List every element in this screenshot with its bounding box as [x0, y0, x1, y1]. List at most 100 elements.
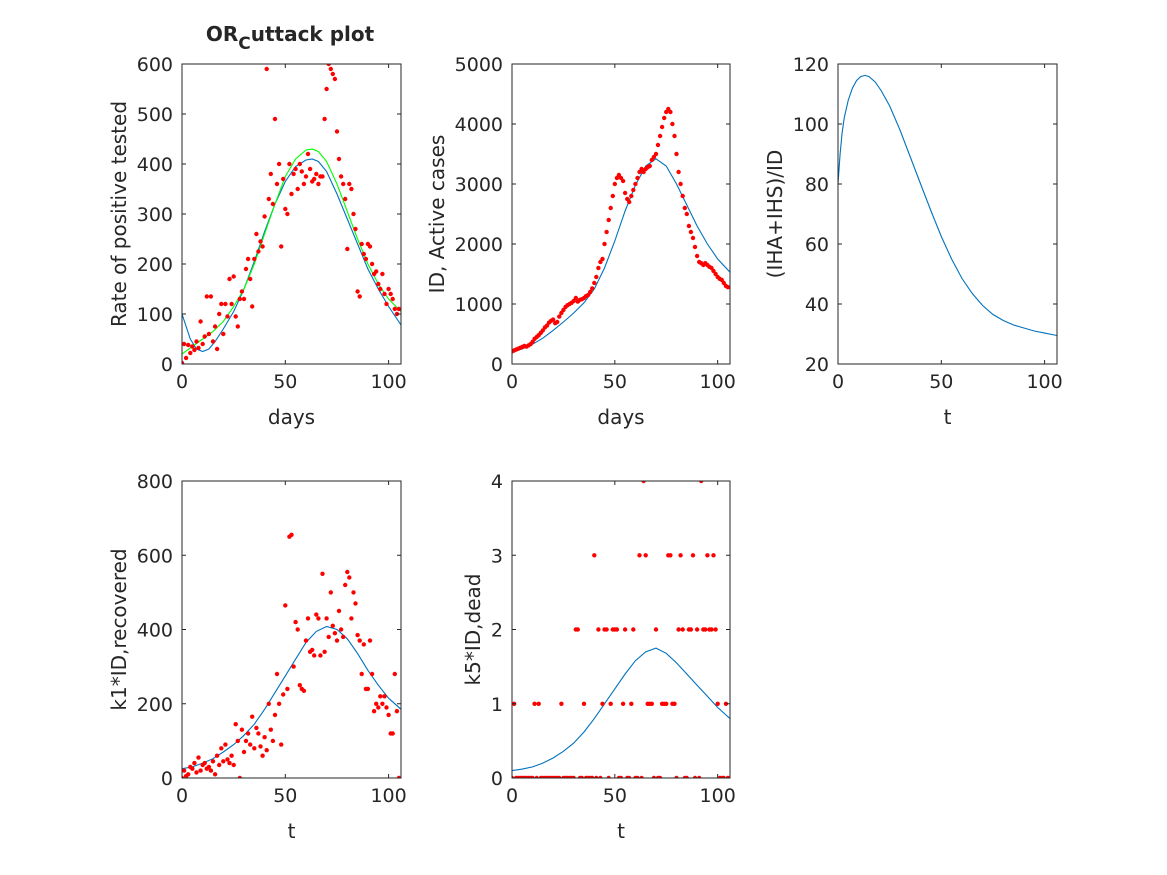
data-point — [239, 727, 245, 732]
data-point — [353, 601, 358, 606]
data-point — [371, 709, 377, 714]
data-point — [217, 311, 222, 317]
y-tick-label: 1000 — [455, 294, 503, 316]
data-point — [530, 775, 535, 778]
data-point — [647, 163, 652, 169]
data-point — [353, 226, 358, 232]
data-point — [305, 616, 311, 621]
data-point — [190, 344, 195, 349]
data-point — [212, 772, 218, 777]
data-point — [283, 206, 288, 212]
y-tick-label: 1 — [491, 694, 503, 716]
data-point — [361, 251, 366, 257]
y-tick-label: 100 — [137, 304, 173, 326]
data-point — [260, 753, 265, 758]
data-point — [291, 171, 296, 177]
data-point — [268, 727, 273, 732]
y-axis-label: k1*ID,recovered — [107, 548, 131, 710]
data-point — [307, 166, 313, 172]
data-point — [668, 553, 673, 558]
data-point — [316, 181, 321, 187]
data-point — [256, 731, 261, 736]
data-point — [631, 187, 636, 193]
data-point — [692, 775, 698, 778]
data-point — [241, 749, 247, 755]
data-point — [361, 642, 366, 647]
data-point — [192, 347, 197, 353]
data-point — [649, 701, 654, 706]
series-line — [182, 158, 401, 353]
data-point — [641, 481, 646, 484]
data-point — [237, 296, 242, 302]
data-point — [283, 603, 288, 608]
x-axis-label: days — [597, 405, 644, 429]
x-tick-label: 50 — [929, 371, 953, 393]
data-point — [214, 346, 220, 352]
data-point — [715, 701, 720, 706]
data-point — [631, 627, 636, 632]
data-point — [210, 339, 216, 344]
data-point — [620, 178, 626, 184]
data-point — [376, 705, 381, 710]
data-point — [723, 701, 729, 706]
data-point — [627, 775, 632, 778]
x-axis-label: t — [944, 405, 952, 429]
data-point — [579, 775, 585, 778]
y-tick-label: 4 — [491, 471, 503, 493]
data-point — [657, 775, 663, 778]
data-point — [610, 193, 615, 199]
data-point — [182, 341, 187, 347]
data-point — [303, 174, 309, 179]
data-point — [217, 762, 222, 768]
data-point — [190, 766, 195, 771]
x-axis-label: t — [288, 819, 296, 843]
data-point — [336, 608, 342, 614]
data-point — [386, 712, 391, 718]
data-point — [254, 725, 259, 731]
y-tick-label: 3000 — [455, 174, 503, 196]
data-point — [324, 616, 329, 621]
data-point — [285, 211, 290, 217]
data-point — [550, 317, 556, 322]
y-tick-label: 0 — [161, 354, 173, 376]
y-tick-label: 400 — [137, 620, 173, 642]
data-point — [219, 301, 224, 307]
data-point — [326, 64, 331, 67]
data-point — [274, 671, 280, 677]
data-point — [612, 181, 617, 187]
y-tick-label: 100 — [793, 114, 829, 136]
data-point — [332, 76, 338, 82]
data-point — [206, 764, 212, 770]
data-point — [643, 553, 648, 558]
data-point — [571, 775, 576, 778]
data-point — [188, 350, 193, 356]
data-point — [262, 214, 267, 219]
data-point — [281, 692, 286, 697]
plot-area — [512, 481, 730, 778]
data-point — [725, 285, 730, 290]
data-point — [276, 701, 282, 706]
data-point — [590, 286, 595, 291]
data-point — [328, 590, 333, 595]
data-point — [341, 634, 346, 640]
data-point — [314, 171, 319, 177]
series-line — [838, 74, 1057, 337]
data-point — [557, 775, 562, 778]
data-point — [396, 306, 401, 312]
axes-p1: 0 50 100 0 100 200 300 400 500 600 days Rate of pos… — [107, 54, 407, 429]
y-tick-label: 20 — [805, 354, 829, 376]
data-point — [200, 341, 205, 347]
data-point — [303, 638, 309, 643]
data-point — [192, 760, 197, 766]
data-point — [349, 186, 354, 192]
data-point — [272, 116, 278, 122]
data-point — [299, 169, 304, 174]
data-point — [256, 249, 261, 254]
data-point — [396, 775, 401, 778]
series-line — [182, 148, 401, 355]
data-point — [349, 616, 354, 621]
data-point — [345, 569, 350, 575]
data-point — [604, 627, 609, 632]
